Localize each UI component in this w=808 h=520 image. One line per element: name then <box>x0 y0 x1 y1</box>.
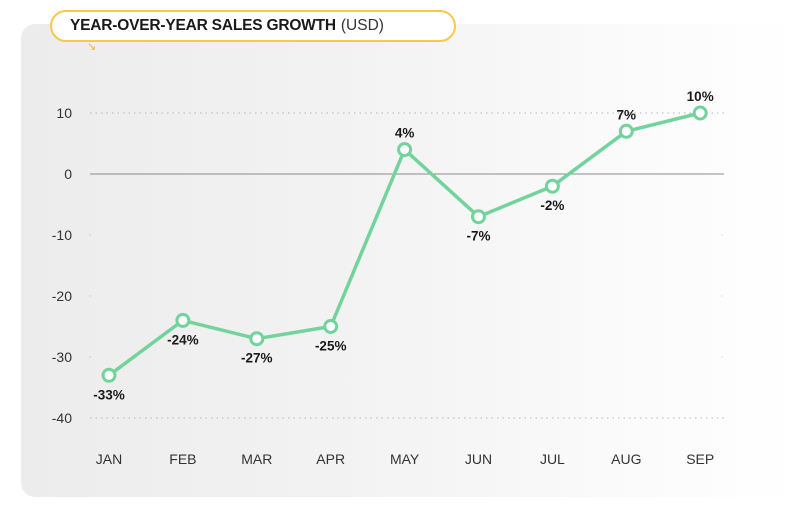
y-tick-label: -40 <box>52 410 72 426</box>
data-label: -7% <box>466 229 490 244</box>
data-label: 10% <box>687 89 714 104</box>
data-point <box>101 367 117 383</box>
data-point <box>544 178 560 194</box>
data-point <box>618 123 634 139</box>
chart-title-unit: (USD) <box>340 17 384 34</box>
data-point <box>471 209 486 225</box>
y-axis: 10 0 -10 -20 -30 -40 <box>52 105 72 426</box>
data-label: -24% <box>167 332 199 347</box>
chart-title-pill: YEAR-OVER-YEAR SALES GROWTH (USD) <box>50 10 456 42</box>
chart-title: YEAR-OVER-YEAR SALES GROWTH <box>70 17 336 34</box>
x-tick-label: SEP <box>686 451 714 467</box>
grid-tick-mark <box>721 234 723 236</box>
x-tick-label: JAN <box>96 451 122 467</box>
grid-tick-mark <box>89 295 91 297</box>
data-label: -27% <box>241 351 273 366</box>
arrow-down-right-icon: ↘ <box>87 41 97 53</box>
grid-tick-mark <box>721 356 723 358</box>
data-labels: -33% -24% -27% -25% 4% -7% -2% 7% 10% <box>93 89 713 402</box>
grid-tick-mark <box>89 356 91 358</box>
data-label: -33% <box>93 387 125 402</box>
data-point <box>175 312 191 328</box>
data-point <box>323 319 339 334</box>
grid-tick-mark <box>89 234 91 236</box>
data-points <box>101 105 708 383</box>
data-point <box>249 331 265 347</box>
data-label: 4% <box>395 126 415 141</box>
x-axis: JAN FEB MAR APR MAY JUN JUL AUG SEP <box>96 451 714 467</box>
x-tick-label: JUN <box>465 451 492 467</box>
data-label: 7% <box>617 107 637 122</box>
x-tick-label: FEB <box>169 451 196 467</box>
data-label: -25% <box>315 339 347 354</box>
x-tick-label: APR <box>316 451 345 467</box>
grid-lines <box>89 112 724 419</box>
x-tick-label: AUG <box>611 451 641 467</box>
x-tick-label: MAR <box>241 451 272 467</box>
x-tick-label: MAY <box>390 451 420 467</box>
y-tick-label: 10 <box>56 105 72 121</box>
y-tick-label: -20 <box>52 288 72 304</box>
x-tick-label: JUL <box>540 451 565 467</box>
y-tick-label: -30 <box>52 349 72 365</box>
data-point <box>692 105 708 121</box>
data-point <box>397 142 413 158</box>
y-tick-label: -10 <box>52 227 72 243</box>
data-label: -2% <box>540 198 564 213</box>
grid-tick-mark <box>721 295 723 297</box>
y-tick-label: 0 <box>64 166 72 182</box>
